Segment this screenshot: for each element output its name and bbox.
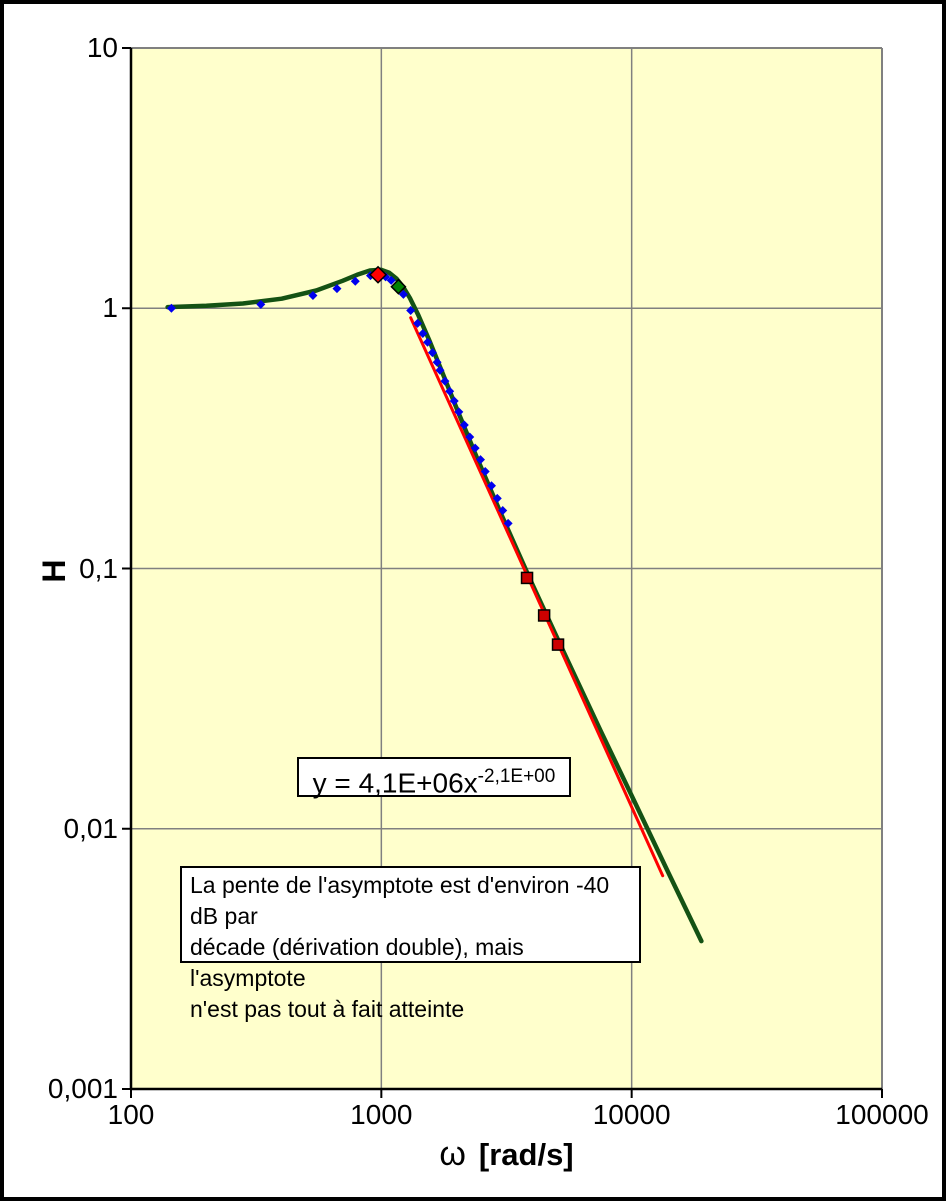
marker-points-mesures <box>449 396 459 406</box>
marker-points-mesures <box>413 318 423 328</box>
marker-points-mesures <box>487 481 497 491</box>
marker-points-mesures <box>498 506 508 516</box>
marker-points-mesures <box>427 348 437 358</box>
marker-point-vert <box>390 278 407 295</box>
marker-points-carres-rouges <box>520 571 534 585</box>
marker-points-mesures <box>480 466 490 476</box>
marker-points-mesures <box>308 290 318 300</box>
series-droite-tendance <box>409 316 665 878</box>
marker-points-mesures <box>465 432 475 442</box>
marker-points-mesures <box>166 303 176 313</box>
marker-points-mesures <box>418 328 428 338</box>
marker-points-mesures <box>386 275 396 285</box>
marker-point-pic-rouge <box>368 265 388 284</box>
y-axis-title: H <box>36 559 72 583</box>
marker-points-carres-rouges <box>551 638 565 651</box>
annotation-line: décade (dérivation double), mais l'asymp… <box>190 934 524 991</box>
trendline-equation-exponent: -2,1E+00 <box>477 766 556 787</box>
marker-points-mesures <box>350 276 360 286</box>
marker-points-mesures <box>476 455 486 465</box>
marker-points-mesures <box>445 386 455 396</box>
trendline-equation-base: y = 4,1E+06x <box>312 767 478 799</box>
marker-points-mesures <box>470 443 480 453</box>
marker-points-mesures <box>432 357 442 367</box>
marker-points-mesures <box>423 337 433 347</box>
marker-points-mesures <box>332 284 342 294</box>
annotation-line: n'est pas tout à fait atteinte <box>190 996 465 1022</box>
annotation-line: La pente de l'asymptote est d'environ -4… <box>190 872 610 929</box>
omega-symbol: ω <box>439 1135 466 1173</box>
x-axis-units: [rad/s] <box>478 1137 574 1172</box>
marker-points-mesures <box>256 299 266 309</box>
trendline-equation-box: y = 4,1E+06x-2,1E+00 <box>297 757 571 799</box>
marker-points-mesures <box>492 493 502 503</box>
marker-points-mesures <box>435 365 445 375</box>
annotation-box: La pente de l'asymptote est d'environ -4… <box>180 866 641 1022</box>
marker-points-mesures <box>454 407 464 417</box>
marker-points-mesures <box>459 420 469 430</box>
marker-points-mesures <box>440 376 450 386</box>
marker-points-mesures <box>503 518 513 528</box>
x-axis-title: ω [rad/s] <box>131 1135 882 1174</box>
series-courbe-modele <box>165 267 704 944</box>
plot-canvas <box>122 47 883 1098</box>
marker-points-carres-rouges <box>537 609 551 622</box>
marker-points-mesures <box>398 289 408 299</box>
marker-points-mesures <box>406 306 416 316</box>
